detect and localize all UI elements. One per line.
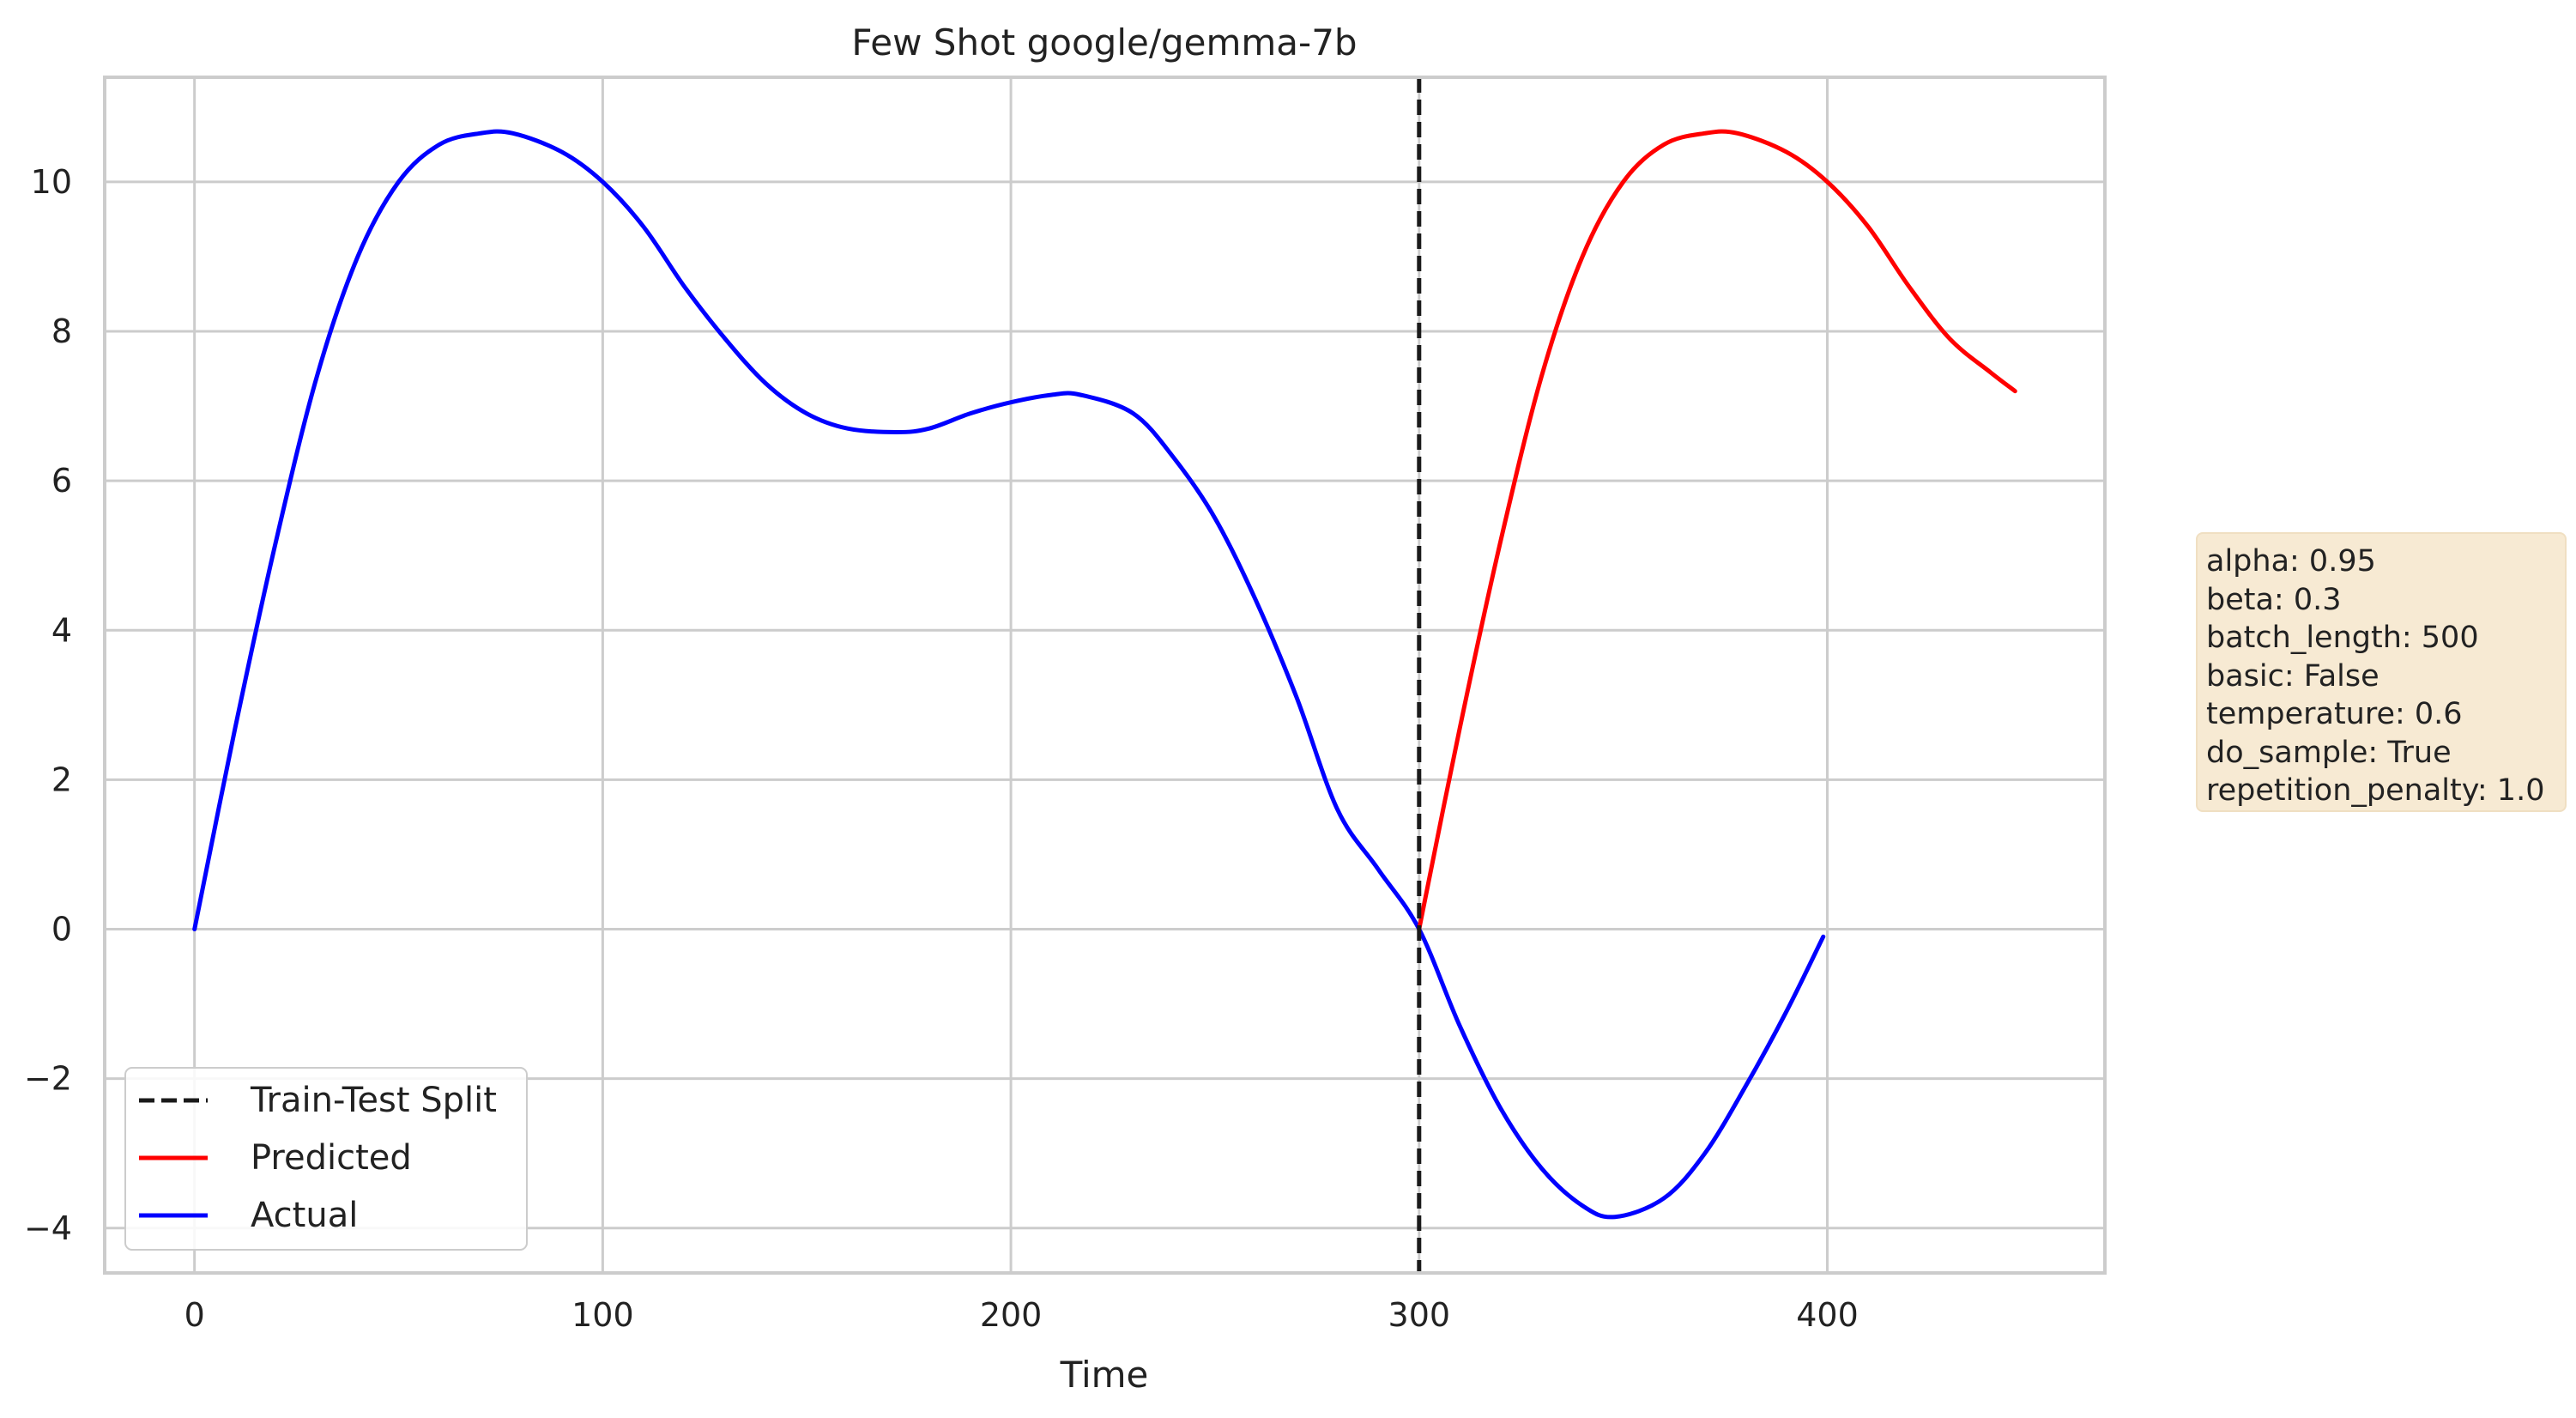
param-do-sample: do_sample: True (2206, 735, 2452, 770)
plot-frame (103, 76, 2107, 1275)
legend: Train-Test Split Predicted Actual (124, 1067, 528, 1251)
y-tick-labels: −4 −2 0 2 4 6 8 10 (24, 163, 72, 1247)
x-tick-label: 0 (184, 1296, 205, 1334)
param-alpha: alpha: 0.95 (2206, 544, 2376, 579)
series-line-actual (192, 129, 1826, 1220)
param-batch-length: batch_length: 500 (2206, 621, 2479, 655)
param-temperature: temperature: 0.6 (2206, 697, 2463, 731)
x-tick-labels: 0 100 200 300 400 (184, 1296, 1859, 1334)
grid-lines (105, 77, 2105, 1273)
parameters-box: alpha: 0.95 beta: 0.3 batch_length: 500 … (2196, 532, 2567, 812)
param-repetition-penalty: repetition_penalty: 1.0 (2206, 773, 2545, 808)
param-basic: basic: False (2206, 658, 2379, 694)
x-tick-label: 200 (980, 1296, 1043, 1334)
y-tick-label: 2 (51, 761, 72, 798)
y-tick-label: 0 (51, 911, 72, 948)
series-line-predicted (1417, 129, 2017, 931)
y-tick-label: 6 (51, 462, 72, 500)
legend-label-train-test-split: Train-Test Split (250, 1081, 497, 1120)
chart-title: Few Shot google/gemma-7b (851, 21, 1357, 64)
y-tick-label: 8 (51, 312, 72, 350)
param-beta: beta: 0.3 (2206, 582, 2342, 617)
legend-label-predicted: Predicted (251, 1138, 412, 1178)
y-tick-label: −2 (24, 1060, 72, 1098)
y-tick-label: 10 (31, 163, 72, 201)
legend-label-actual: Actual (251, 1196, 358, 1235)
legend-box (124, 1067, 528, 1251)
x-tick-label: 100 (571, 1296, 634, 1334)
x-axis-label: Time (1060, 1354, 1149, 1396)
x-tick-label: 300 (1388, 1296, 1451, 1334)
chart-marks (192, 77, 2017, 1273)
x-tick-label: 400 (1796, 1296, 1859, 1334)
y-tick-label: 4 (51, 611, 72, 649)
y-tick-label: −4 (24, 1209, 72, 1247)
